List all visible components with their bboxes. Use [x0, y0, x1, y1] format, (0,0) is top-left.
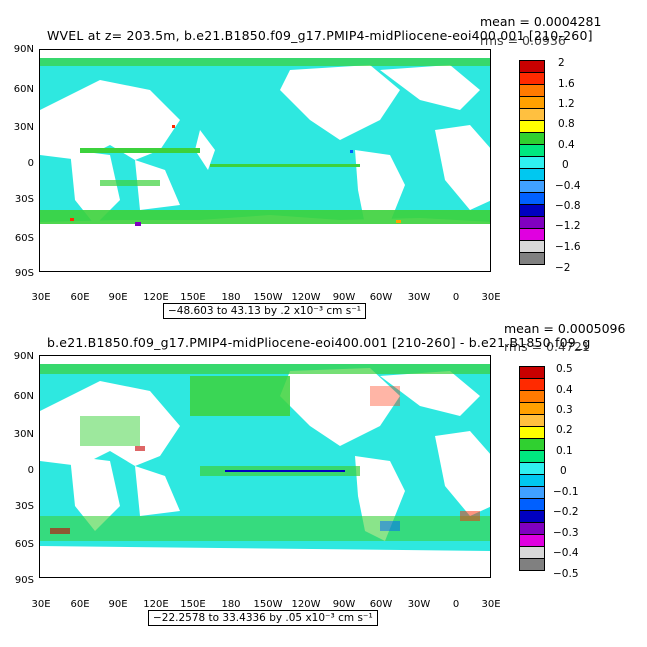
panel1-map: [39, 49, 491, 272]
panel2-colorbar-label: 0.1: [556, 445, 573, 457]
colorbar-swatch: [519, 252, 545, 265]
panel1-lat-label: 90S: [14, 268, 34, 279]
panel1-lat-label: 30S: [14, 194, 34, 205]
panel1-colorbar-label: 0.4: [558, 139, 575, 151]
panel2-lon-label: 60W: [369, 599, 393, 610]
panel2-lon-label: 120E: [143, 599, 169, 610]
panel2-colorbar-label: 0.5: [556, 363, 573, 375]
panel2-lon-label: 90E: [108, 599, 128, 610]
panel2-mean: mean = 0.0005096: [504, 321, 626, 336]
panel2-lon-label: 30E: [31, 599, 51, 610]
colorbar-swatch: [519, 558, 545, 571]
panel1-lat-label: 0: [27, 158, 34, 169]
panel1-lon-label: 90W: [332, 292, 356, 303]
panel2-rms: rms = 0.4721: [504, 339, 590, 354]
panel2-colorbar-label: 0.2: [556, 424, 573, 436]
panel2-lat-label: 60S: [14, 539, 34, 550]
panel1-lon-label: 30W: [407, 292, 431, 303]
panel2-lat-label: 60N: [13, 391, 34, 402]
panel1-lon-label: 120E: [143, 292, 169, 303]
panel2-lon-label: 30E: [481, 599, 501, 610]
panel2-lat-label: 30S: [14, 501, 34, 512]
panel1-lon-label: 150W: [253, 292, 283, 303]
panel2-colorbar-label: −0.3: [553, 527, 579, 539]
panel2-map: [39, 355, 491, 578]
panel1-colorbar-label: 1.6: [558, 78, 575, 90]
panel2-lon-label: 30W: [407, 599, 431, 610]
panel1-lat-label: 60N: [13, 84, 34, 95]
panel2-colorbar-label: 0.3: [556, 404, 573, 416]
panel1-lat-label: 60S: [14, 233, 34, 244]
panel1-colorbar: [519, 60, 545, 265]
panel2-lat-label: 90S: [14, 575, 34, 586]
panel1-mean: mean = 0.0004281: [480, 14, 602, 29]
panel1-lon-label: 90E: [108, 292, 128, 303]
panel1-lon-label: 150E: [180, 292, 206, 303]
panel2-lat-label: 90N: [13, 351, 34, 362]
panel2-lon-label: 0: [452, 599, 460, 610]
panel1-colorbar-label: 0: [562, 159, 569, 171]
panel2-lon-label: 150W: [253, 599, 283, 610]
panel1-lon-label: 60E: [70, 292, 90, 303]
panel1-colorbar-label: 2: [558, 57, 565, 69]
panel1-lon-label: 30E: [481, 292, 501, 303]
panel1-rms: rms = 0.0936: [480, 33, 566, 48]
panel1-lon-label: 180: [221, 292, 241, 303]
panel2-title: b.e21.B1850.f09_g17.PMIP4-midPliocene-eo…: [47, 335, 591, 350]
panel1-field: [40, 50, 490, 271]
panel1-colorbar-label: −1.2: [555, 220, 581, 232]
panel1-colorbar-label: 0.8: [558, 118, 575, 130]
panel1-title: WVEL at z= 203.5m, b.e21.B1850.f09_g17.P…: [47, 28, 593, 43]
panel1-range-box: −48.603 to 43.13 by .2 x10⁻³ cm s⁻¹: [163, 303, 366, 319]
panel2-lon-label: 180: [221, 599, 241, 610]
panel1-lon-label: 0: [452, 292, 460, 303]
panel2-range-box: −22.2578 to 33.4336 by .05 x10⁻³ cm s⁻¹: [148, 610, 378, 626]
panel1-colorbar-label: −2: [555, 262, 571, 274]
panel1-lon-label: 60W: [369, 292, 393, 303]
panel1-lon-label: 120W: [291, 292, 321, 303]
panel1-colorbar-label: −1.6: [555, 241, 581, 253]
panel2-lon-label: 150E: [180, 599, 206, 610]
panel1-lon-label: 30E: [31, 292, 51, 303]
panel2-colorbar-label: −0.5: [553, 568, 579, 580]
panel2-colorbar-label: −0.2: [553, 506, 579, 518]
panel2-field: [40, 356, 490, 577]
panel1-lat-label: 90N: [13, 44, 34, 55]
panel2-colorbar: [519, 366, 545, 571]
panel1-lat-label: 30N: [13, 122, 34, 133]
panel2-lat-label: 30N: [13, 429, 34, 440]
panel1-colorbar-label: −0.4: [555, 180, 581, 192]
panel2-colorbar-label: 0.4: [556, 384, 573, 396]
panel1-colorbar-label: 1.2: [558, 98, 575, 110]
panel2-colorbar-label: −0.1: [553, 486, 579, 498]
panel1-colorbar-label: −0.8: [555, 200, 581, 212]
panel2-lon-label: 60E: [70, 599, 90, 610]
panel2-lon-label: 90W: [332, 599, 356, 610]
panel2-colorbar-label: 0: [560, 465, 567, 477]
panel2-colorbar-label: −0.4: [553, 547, 579, 559]
panel2-lat-label: 0: [27, 465, 34, 476]
panel2-lon-label: 120W: [291, 599, 321, 610]
